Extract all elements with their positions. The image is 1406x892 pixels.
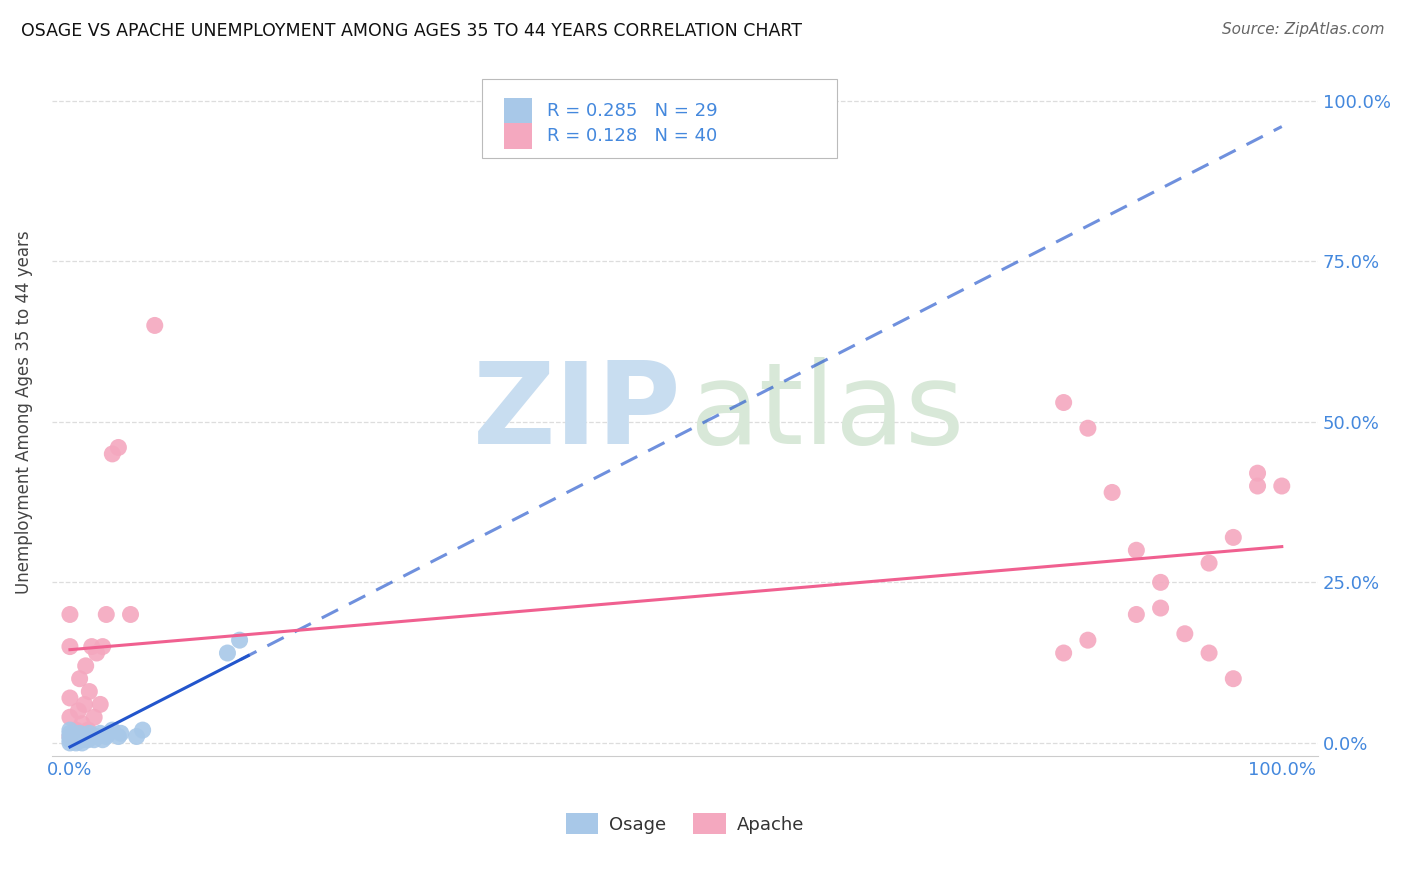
Point	[75, 658, 97, 673]
Point	[1149, 601, 1171, 615]
Point	[59, 710, 82, 724]
Point	[96, 607, 118, 622]
Text: ZIP: ZIP	[472, 357, 681, 467]
Point	[1198, 646, 1220, 660]
Point	[89, 698, 111, 712]
Point	[59, 726, 82, 740]
Point	[96, 730, 118, 744]
Point	[59, 730, 82, 744]
Point	[97, 726, 120, 740]
Point	[73, 731, 96, 745]
Point	[107, 441, 129, 455]
Point	[1271, 479, 1294, 493]
Point	[69, 726, 91, 740]
Point	[91, 732, 114, 747]
Point	[69, 672, 91, 686]
Point	[59, 723, 82, 737]
Y-axis label: Unemployment Among Ages 35 to 44 years: Unemployment Among Ages 35 to 44 years	[15, 230, 32, 594]
Point	[86, 730, 108, 744]
Point	[1125, 607, 1147, 622]
Point	[143, 318, 166, 333]
Point	[86, 646, 108, 660]
Point	[59, 690, 82, 705]
Text: atlas: atlas	[689, 357, 965, 467]
Point	[77, 732, 100, 747]
Point	[1222, 530, 1244, 544]
Point	[79, 684, 101, 698]
Point	[110, 726, 132, 740]
Point	[73, 698, 96, 712]
Point	[59, 640, 82, 654]
Point	[89, 726, 111, 740]
Point	[1101, 485, 1123, 500]
Point	[217, 646, 239, 660]
FancyBboxPatch shape	[482, 78, 837, 158]
Point	[83, 732, 105, 747]
FancyBboxPatch shape	[503, 123, 531, 150]
Point	[77, 723, 100, 737]
Point	[1077, 633, 1099, 648]
Point	[101, 447, 124, 461]
Point	[1053, 646, 1076, 660]
Point	[101, 723, 124, 737]
Point	[79, 726, 101, 740]
Point	[70, 736, 93, 750]
Point	[80, 640, 103, 654]
Point	[83, 710, 105, 724]
Point	[65, 732, 87, 747]
Point	[1125, 543, 1147, 558]
Point	[91, 640, 114, 654]
Point	[107, 730, 129, 744]
FancyBboxPatch shape	[503, 98, 531, 124]
Point	[1149, 575, 1171, 590]
Point	[59, 732, 82, 747]
Point	[1246, 479, 1268, 493]
Text: OSAGE VS APACHE UNEMPLOYMENT AMONG AGES 35 TO 44 YEARS CORRELATION CHART: OSAGE VS APACHE UNEMPLOYMENT AMONG AGES …	[21, 22, 801, 40]
Point	[1077, 421, 1099, 435]
Point	[131, 723, 153, 737]
Point	[59, 730, 82, 744]
Point	[70, 732, 93, 747]
Point	[65, 736, 87, 750]
Point	[1222, 672, 1244, 686]
Point	[228, 633, 250, 648]
Legend: Osage, Apache: Osage, Apache	[558, 806, 811, 841]
Point	[77, 730, 100, 744]
Point	[59, 736, 82, 750]
Point	[65, 723, 87, 737]
Point	[1174, 626, 1197, 640]
Point	[75, 730, 97, 744]
Text: R = 0.285   N = 29: R = 0.285 N = 29	[547, 102, 717, 120]
Point	[1246, 466, 1268, 480]
Point	[120, 607, 142, 622]
Text: Source: ZipAtlas.com: Source: ZipAtlas.com	[1222, 22, 1385, 37]
Point	[67, 704, 90, 718]
Point	[59, 607, 82, 622]
Text: R = 0.128   N = 40: R = 0.128 N = 40	[547, 128, 717, 145]
Point	[125, 730, 148, 744]
Point	[70, 716, 93, 731]
Point	[1053, 395, 1076, 409]
Point	[1198, 556, 1220, 570]
Point	[67, 730, 90, 744]
